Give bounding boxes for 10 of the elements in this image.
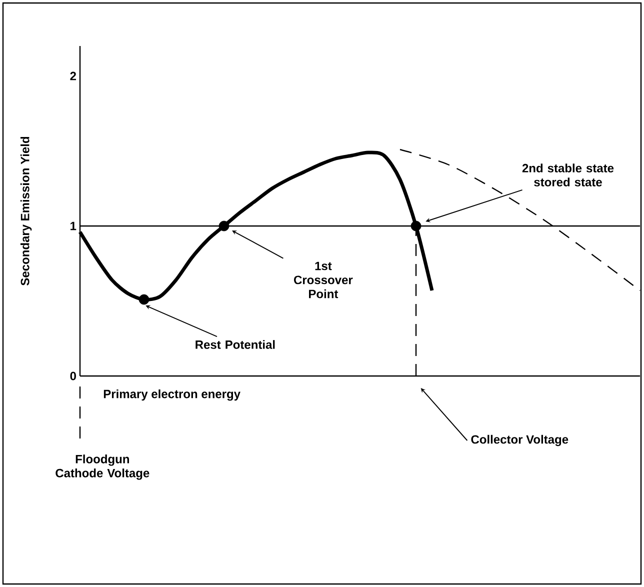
y-tick-label: 2 <box>70 72 76 80</box>
annotation: 2nd stable state stored state <box>522 164 614 186</box>
y-tick-label: 0 <box>70 372 76 380</box>
annotation: 1st Crossover Point <box>294 262 353 298</box>
y-axis-title: Secondary Emission Yield <box>20 136 32 286</box>
x-axis-title: Primary electron energy <box>104 389 240 401</box>
text: Collector Voltage <box>471 434 568 446</box>
annotation: Rest Potential <box>196 340 275 349</box>
text: Floodgun Cathode Voltage <box>56 454 150 480</box>
y-tick-label: 1 <box>70 222 76 230</box>
